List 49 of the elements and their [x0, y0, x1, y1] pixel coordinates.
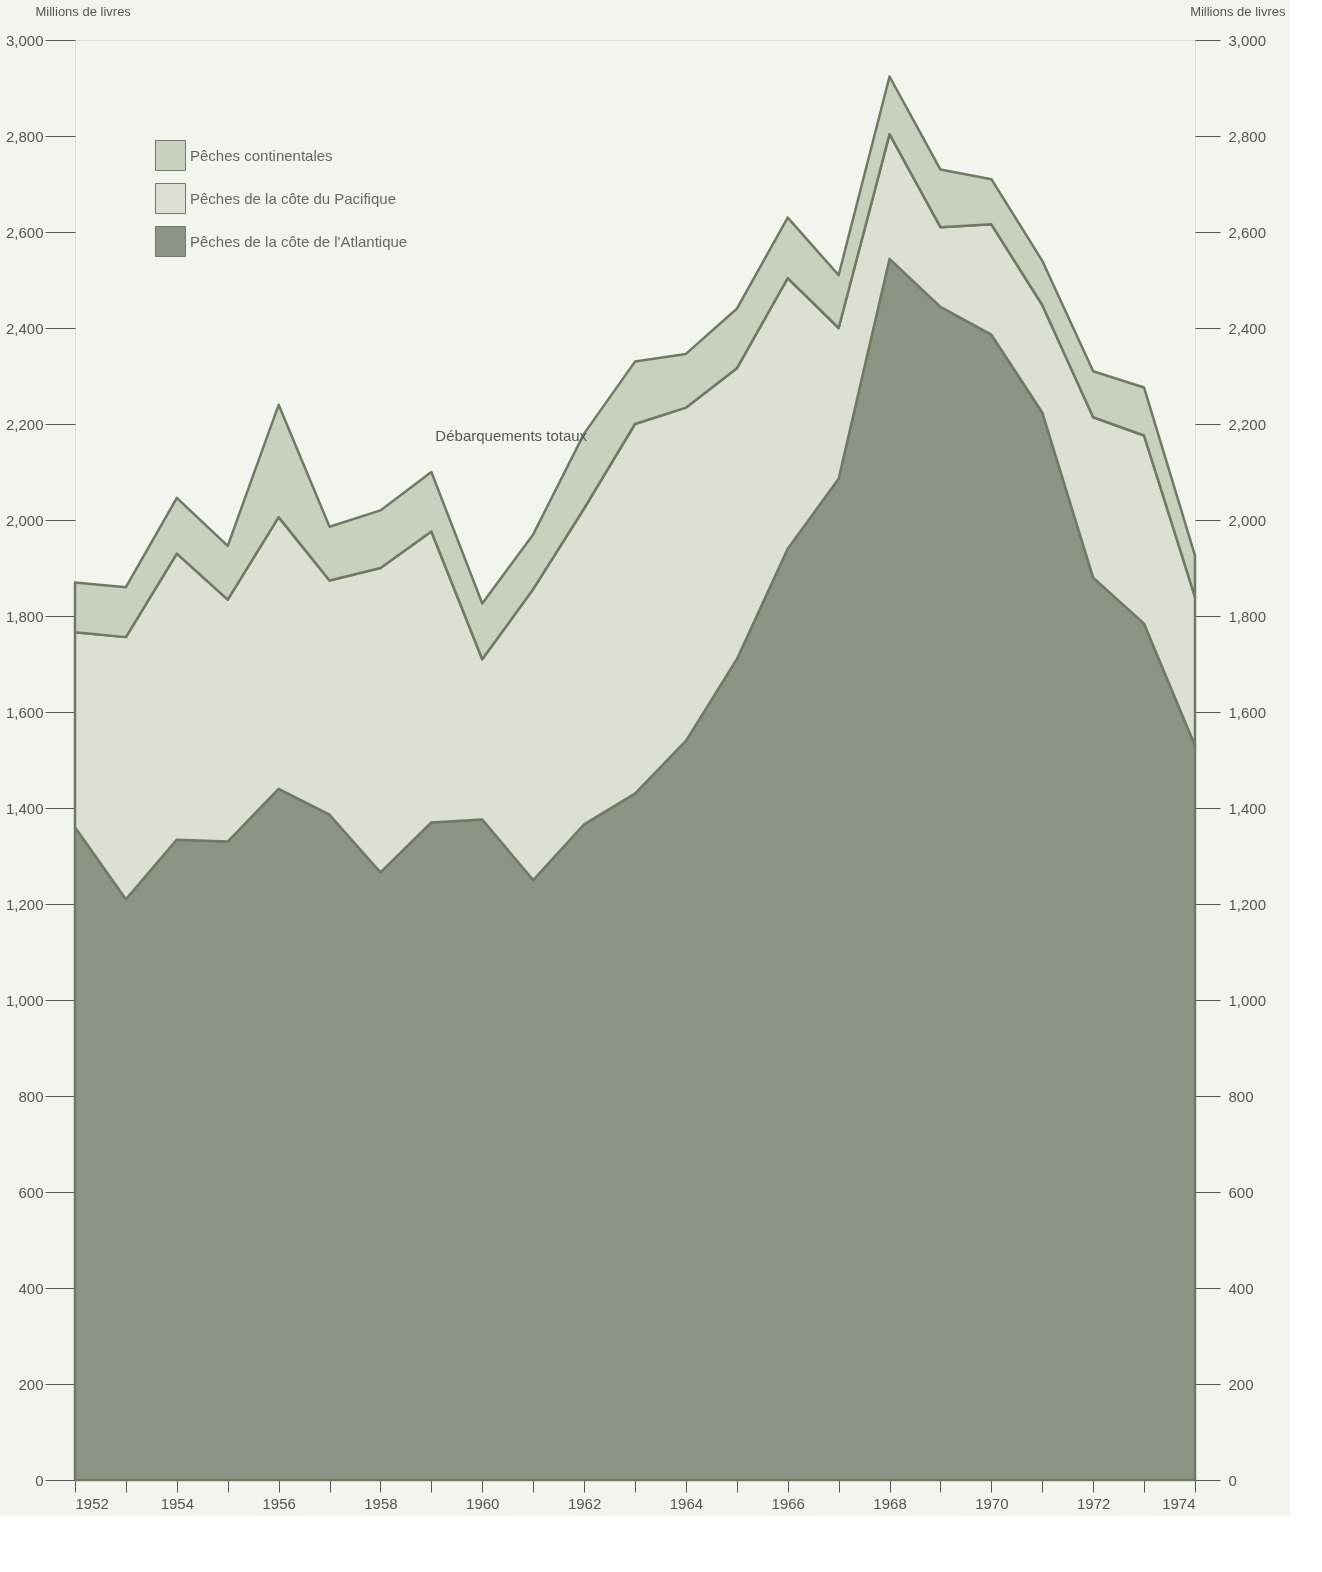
y-tick-label: 3,000 [5, 31, 44, 49]
x-tick-label: 1966 [771, 1494, 805, 1512]
x-tick-label: 1958 [364, 1494, 398, 1512]
x-tick-label: 1954 [160, 1494, 195, 1512]
y-tick-label: 1,600 [5, 703, 44, 721]
x-tick-label: 1952 [75, 1494, 109, 1512]
x-tick-label: 1968 [873, 1494, 907, 1512]
y2-tick-label: 800 [1228, 1087, 1254, 1105]
y2-tick-label: 2,800 [1228, 127, 1267, 145]
y2-tick-label: 2,000 [1228, 511, 1267, 529]
y-tick-label: 2,600 [5, 223, 44, 241]
y2-tick-label: 1,600 [1228, 703, 1267, 721]
y2-tick-label: 2,400 [1228, 319, 1267, 337]
y-tick-label: 800 [18, 1087, 44, 1105]
x-tick-label: 1964 [669, 1494, 704, 1512]
y2-tick-label: 3,000 [1228, 31, 1267, 49]
y2-tick-label: 200 [1228, 1375, 1254, 1393]
y-tick-label: 200 [18, 1375, 44, 1393]
y2-tick-label: 600 [1228, 1183, 1254, 1201]
y2-tick-label: 2,200 [1228, 415, 1267, 433]
y2-tick-label: 2,600 [1228, 223, 1267, 241]
x-tick-label: 1970 [975, 1494, 1009, 1512]
x-tick-label: 1960 [466, 1494, 500, 1512]
y-tick-label: 1,400 [5, 799, 44, 817]
y2-tick-label: 1,800 [1228, 607, 1267, 625]
y-tick-label: 1,000 [5, 991, 44, 1009]
y2-tick-label: 400 [1228, 1279, 1254, 1297]
y-tick-label: 2,400 [5, 319, 44, 337]
y2-tick-label: 0 [1228, 1471, 1237, 1489]
legend-label: Pêches continentales [190, 146, 333, 164]
y2-axis-title: Millions de livres [1190, 3, 1286, 19]
legend-label: Pêches de la côte du Pacifique [190, 189, 396, 207]
y-tick-label: 2,000 [5, 511, 44, 529]
y-tick-label: 1,800 [5, 607, 44, 625]
y2-tick-label: 1,000 [1228, 991, 1267, 1009]
y-tick-label: 600 [18, 1183, 44, 1201]
y2-tick-label: 1,200 [1228, 895, 1267, 913]
y-tick-label: 0 [35, 1471, 44, 1489]
legend-label: Pêches de la côte de l'Atlantique [190, 232, 408, 250]
y-tick-label: 2,200 [5, 415, 44, 433]
y-tick-label: 2,800 [5, 127, 44, 145]
y-tick-label: 1,200 [5, 895, 44, 913]
x-tick-label: 1956 [262, 1494, 296, 1512]
y-tick-label: 400 [18, 1279, 44, 1297]
x-tick-label: 1972 [1076, 1494, 1111, 1512]
x-tick-label: 1974 [1162, 1494, 1196, 1512]
y-axis-title: Millions de livres [35, 3, 132, 19]
y2-tick-label: 1,400 [1228, 799, 1267, 817]
x-tick-label: 1962 [567, 1494, 602, 1512]
